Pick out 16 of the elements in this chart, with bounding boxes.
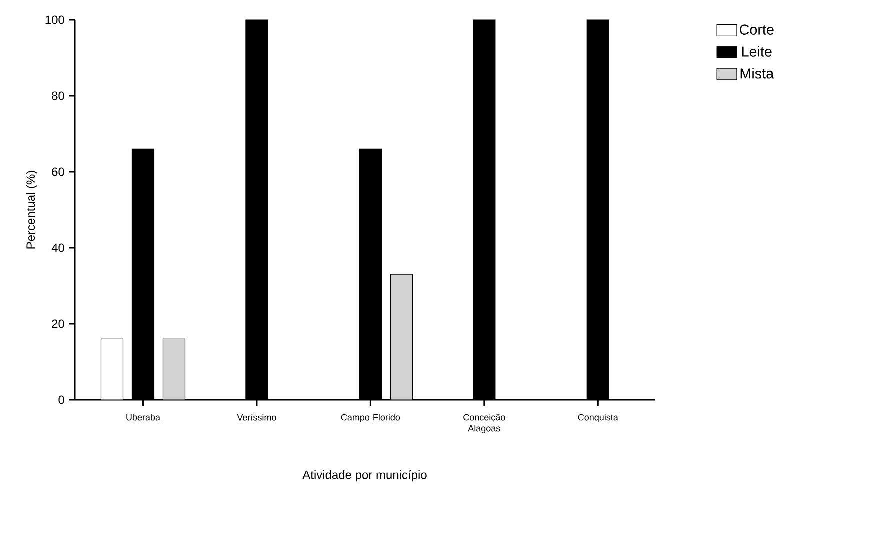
legend-label: Corte (740, 24, 774, 35)
legend-label: Mista (740, 68, 774, 79)
y-tick-label: 0 (58, 396, 64, 404)
y-tick-label: 20 (52, 320, 64, 328)
x-tick-label: Campo Florido (341, 414, 400, 422)
x-tick-label: Uberaba (126, 414, 160, 421)
x-axis-title: Atividade por município (302, 470, 427, 482)
x-tick-label: Conquista (578, 414, 618, 422)
y-axis-title: Percentual (%) (26, 171, 38, 249)
y-tick-label: 60 (52, 168, 64, 176)
x-tick-label: Conceição Alagoas (464, 414, 506, 434)
y-tick-label: 100 (46, 16, 64, 24)
y-tick-label: 80 (52, 92, 64, 100)
y-tick-label: 40 (52, 244, 64, 252)
x-tick-label: Veríssimo (237, 414, 276, 421)
legend-label: Leite (742, 46, 772, 57)
